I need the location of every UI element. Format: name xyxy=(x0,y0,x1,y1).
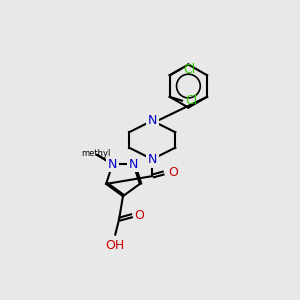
Text: N: N xyxy=(108,158,117,171)
Text: N: N xyxy=(148,114,157,127)
Text: methyl: methyl xyxy=(81,149,110,158)
Text: O: O xyxy=(168,166,178,179)
Text: Cl: Cl xyxy=(185,94,197,107)
Text: OH: OH xyxy=(106,239,125,252)
Text: Cl: Cl xyxy=(184,63,196,76)
Text: N: N xyxy=(129,158,138,171)
Text: O: O xyxy=(134,209,144,222)
Text: N: N xyxy=(148,153,157,166)
